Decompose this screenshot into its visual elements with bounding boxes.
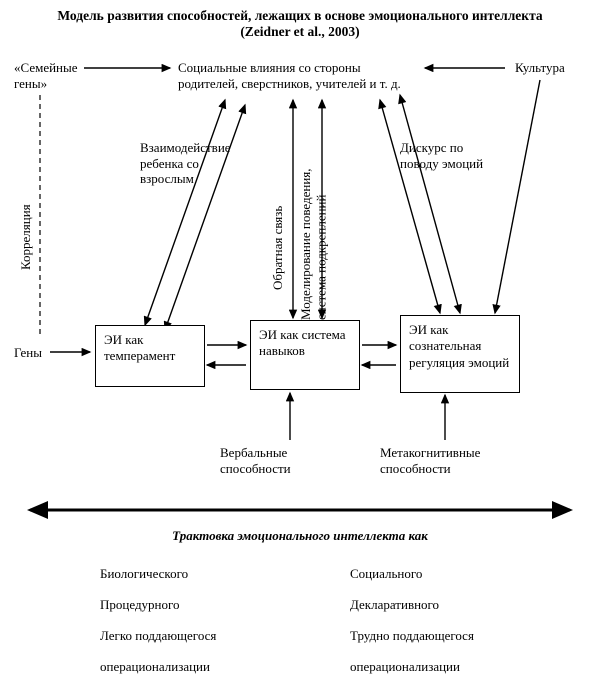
box-ei-temperament: ЭИ как темперамент [95, 325, 205, 387]
interp-right-2: Трудно поддающегося [350, 628, 474, 644]
interp-right-0: Социального [350, 566, 474, 582]
title-line1: Модель развития способностей, лежащих в … [0, 8, 600, 24]
label-modeling: Моделирование поведения, система подкреп… [298, 120, 329, 320]
node-social-influences: Социальные влияния со стороны родителей,… [178, 60, 401, 91]
interp-right-1: Декларативного [350, 597, 474, 613]
interp-right-3: операционализации [350, 659, 474, 675]
node-metacognitive: Метакогнитивные способности [380, 445, 480, 476]
node-family-genes: «Семейные гены» [14, 60, 78, 91]
label-interaction: Взаимодействие ребенка со взрослым [140, 140, 231, 187]
interp-header: Трактовка эмоционального интеллекта как [0, 528, 600, 544]
diagram-stage: Модель развития способностей, лежащих в … [0, 0, 600, 630]
node-culture: Культура [515, 60, 565, 76]
node-verbal: Вербальные способности [220, 445, 291, 476]
box-ei-regulation: ЭИ как сознательная регуляция эмоций [400, 315, 520, 393]
node-genes: Гены [14, 345, 42, 361]
interp-left-2: Легко поддающегося [100, 628, 216, 644]
interp-left-3: операционализации [100, 659, 216, 675]
title-line2: (Zeidner et al., 2003) [0, 24, 600, 40]
interp-right: Социального Декларативного Трудно поддаю… [350, 550, 474, 690]
label-discourse: Дискурс по поводу эмоций [400, 140, 483, 171]
box-ei-skills: ЭИ как система навыков [250, 320, 360, 390]
label-correlation: Корреляция [18, 150, 34, 270]
label-feedback: Обратная связь [270, 150, 286, 290]
interp-left-0: Биологического [100, 566, 216, 582]
interp-left: Биологического Процедурного Легко поддаю… [100, 550, 216, 690]
interp-left-1: Процедурного [100, 597, 216, 613]
